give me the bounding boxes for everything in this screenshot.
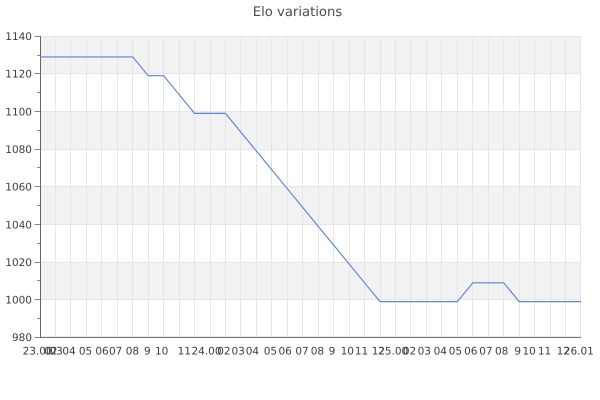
x-axis-label: 12 [372, 345, 385, 357]
y-axis-label: 1120 [5, 69, 32, 81]
x-axis-label: 10 [341, 345, 354, 357]
x-axis-label: 06 [279, 345, 293, 357]
elo-line [40, 56, 581, 303]
x-axis-label: 02 [217, 345, 230, 357]
x-axis-label: 03 [50, 345, 63, 357]
y-axis-label: 1000 [5, 295, 32, 307]
x-axis-label: 12 [557, 345, 570, 357]
band [41, 111, 581, 150]
x-axis-label: 07 [295, 345, 308, 357]
x-axis-label: 9 [144, 345, 151, 357]
x-axis-label: 11 [355, 345, 368, 357]
y-axis-label: 1100 [5, 106, 32, 118]
x-axis-label: 04 [62, 345, 76, 357]
y-axis-label: 1060 [5, 182, 32, 194]
x-axis-label: 05 [449, 345, 462, 357]
band [41, 186, 581, 225]
x-axis-label: 11 [538, 345, 551, 357]
x-axis-label: 04 [434, 345, 448, 357]
band [41, 36, 581, 74]
y-axis-label: 1040 [5, 219, 32, 231]
y-axis-label: 1020 [5, 257, 32, 269]
x-axis-label: 06 [464, 345, 478, 357]
x-axis-label: 07 [109, 345, 122, 357]
x-axis-label: 08 [495, 345, 508, 357]
x-axis-label: 24.00 [191, 345, 221, 357]
x-axis-label: 08 [126, 345, 139, 357]
band [41, 262, 581, 300]
x-axis-label: 26.01 [564, 345, 594, 357]
x-axis-label: 03 [232, 345, 245, 357]
x-axis-label: 04 [246, 345, 260, 357]
y-axis-label: 1140 [5, 31, 32, 43]
x-axis-label: 02 [44, 345, 57, 357]
x-axis-label: 08 [311, 345, 324, 357]
x-axis-label: 23.00 [23, 345, 53, 357]
x-axis-label: 02 [403, 345, 416, 357]
x-axis-label: 9 [329, 345, 336, 357]
y-axis-label: 1080 [5, 144, 32, 156]
chart-title: Elo variations [252, 5, 343, 20]
x-axis-label: 07 [479, 345, 492, 357]
x-axis-label: 05 [79, 345, 92, 357]
x-axis-label: 10 [155, 345, 168, 357]
x-axis-label: 05 [264, 345, 277, 357]
x-axis-label: 03 [418, 345, 431, 357]
y-axis-label: 980 [12, 332, 32, 344]
x-axis-label: 11 [178, 345, 191, 357]
x-axis-label: 9 [514, 345, 521, 357]
x-axis-label: 06 [95, 345, 109, 357]
x-axis-label: 25.00 [378, 345, 408, 357]
x-axis-label: 10 [523, 345, 536, 357]
